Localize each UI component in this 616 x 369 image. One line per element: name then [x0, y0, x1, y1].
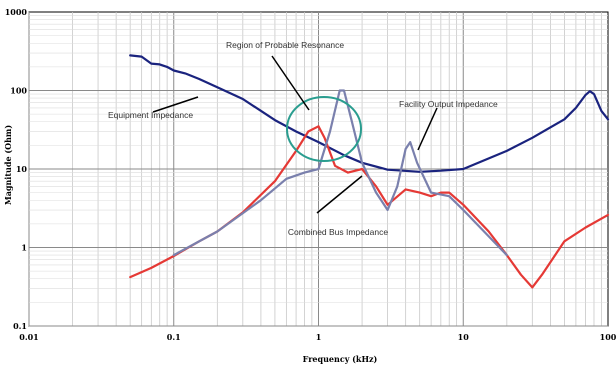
x-tick-label: 0.01 — [19, 332, 38, 342]
y-tick-label: 0.1 — [13, 321, 27, 331]
y-tick-label: 1 — [21, 243, 27, 253]
annotation-facility: Facility Output Impedance — [399, 99, 498, 109]
x-tick-label: 10 — [458, 332, 470, 342]
annotation-equipment: Equipment Impedance — [108, 110, 193, 120]
x-tick-label: 100 — [600, 332, 616, 342]
series-line — [172, 89, 508, 257]
y-tick-label: 1000 — [5, 7, 28, 17]
arrow-equipment — [152, 96, 199, 113]
annotation-layer: Region of Probable Resonance Equipment I… — [108, 40, 498, 237]
y-axis-title: Magnitude (Ohm) — [3, 125, 13, 206]
y-tick-label: 10 — [16, 164, 28, 174]
annotation-combined: Combined Bus Impedance — [288, 227, 388, 237]
series-layer — [129, 54, 610, 289]
arrow-resonance — [271, 55, 310, 111]
x-tick-label: 1 — [316, 332, 322, 342]
y-tick-label: 100 — [10, 86, 27, 96]
resonance-region-circle — [286, 96, 362, 162]
series-line — [129, 54, 610, 173]
x-tick-label: 0.1 — [167, 332, 181, 342]
arrow-facility — [417, 107, 438, 151]
annotation-resonance: Region of Probable Resonance — [226, 40, 344, 50]
arrow-combined — [316, 175, 363, 214]
x-axis-title: Frequency (kHz) — [303, 354, 378, 364]
